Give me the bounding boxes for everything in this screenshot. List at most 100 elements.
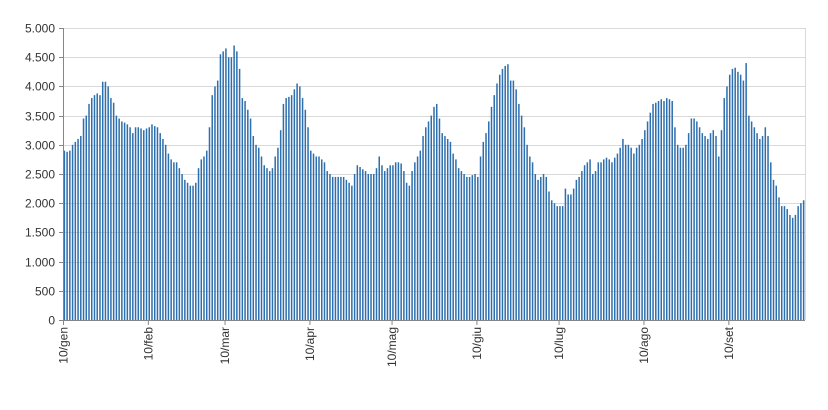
bar	[63, 150, 66, 320]
bar	[496, 83, 498, 320]
bar	[318, 156, 320, 320]
y-tick-label: 2.500	[25, 168, 55, 182]
bar	[118, 118, 120, 321]
bar	[353, 174, 356, 320]
bar	[592, 174, 594, 320]
y-tick-labels: 0 500 1.000 1.500 2.000 2.500 3.000 3.500 4.000 4…	[25, 22, 55, 328]
bar	[222, 51, 224, 321]
bar	[772, 179, 775, 320]
bar	[477, 176, 479, 320]
bar	[545, 176, 548, 320]
bar	[238, 68, 241, 320]
bar	[219, 54, 222, 320]
bar	[175, 162, 178, 320]
bar	[778, 197, 780, 320]
bar	[488, 121, 490, 320]
bar	[655, 102, 657, 320]
bar	[145, 128, 148, 320]
bar	[619, 147, 621, 320]
bar	[414, 162, 416, 320]
bar	[518, 103, 520, 320]
bar	[411, 171, 413, 320]
bar	[630, 147, 632, 320]
bar	[288, 96, 290, 320]
bar	[794, 214, 797, 320]
bar	[668, 99, 671, 320]
bar	[624, 144, 627, 320]
bar	[249, 118, 252, 321]
bar	[342, 176, 345, 320]
bar	[657, 101, 660, 320]
bar	[764, 127, 767, 320]
bar	[578, 176, 580, 320]
axes	[59, 28, 805, 325]
bar	[252, 136, 255, 320]
bar	[110, 98, 112, 320]
bar	[82, 118, 85, 321]
x-tick-label: 10/giu	[470, 327, 484, 360]
bar	[367, 174, 370, 320]
x-tick-labels: 10/gen 10/feb 10/mar 10/apr 10/mag 10/giu 10/l…	[57, 326, 736, 367]
bar	[129, 127, 131, 320]
bar	[167, 153, 170, 320]
bar	[690, 118, 693, 321]
bar	[493, 95, 495, 320]
bar	[501, 68, 504, 320]
bar	[463, 174, 465, 320]
bar	[375, 168, 378, 320]
bar	[633, 153, 635, 320]
bar	[507, 64, 509, 321]
bar	[455, 159, 457, 320]
bar	[737, 71, 739, 320]
bar	[441, 133, 443, 320]
bar	[200, 159, 203, 320]
bar	[433, 106, 435, 320]
bar	[69, 150, 71, 320]
bar	[211, 95, 213, 320]
bar	[575, 179, 578, 320]
bar	[564, 188, 567, 320]
bar	[802, 200, 805, 320]
bar	[712, 130, 715, 320]
bar	[635, 147, 638, 320]
x-tick-label: 10/mar	[218, 327, 232, 364]
bar	[381, 165, 383, 320]
y-tick-label: 1.000	[25, 256, 55, 270]
x-tick-label: 10/lug	[552, 327, 566, 360]
bar	[88, 103, 90, 320]
bar	[71, 144, 74, 320]
bar	[748, 115, 750, 320]
bar	[296, 83, 298, 320]
bar	[132, 133, 134, 320]
bar	[613, 157, 616, 320]
bar	[422, 136, 424, 320]
bar	[334, 176, 337, 320]
bar	[775, 185, 778, 320]
bar	[682, 147, 684, 320]
bar	[285, 98, 287, 320]
bar	[800, 203, 802, 320]
x-tick-label: 10/gen	[57, 327, 71, 364]
y-tick-label: 4.000	[25, 80, 55, 94]
bar	[550, 200, 553, 320]
bar	[646, 121, 649, 320]
bar	[542, 174, 545, 320]
bar	[96, 93, 98, 320]
bar	[159, 133, 161, 320]
bar	[797, 206, 799, 320]
bar	[323, 162, 326, 320]
bar	[498, 74, 501, 320]
bar	[203, 156, 205, 320]
bar	[622, 138, 624, 320]
bar	[260, 156, 263, 320]
bar	[783, 206, 786, 320]
bar	[320, 159, 323, 320]
bar	[77, 138, 79, 320]
bar	[553, 203, 556, 320]
bar	[173, 162, 175, 320]
bar	[644, 130, 646, 320]
bar	[611, 162, 613, 320]
bar	[438, 118, 441, 321]
bar	[449, 141, 452, 320]
